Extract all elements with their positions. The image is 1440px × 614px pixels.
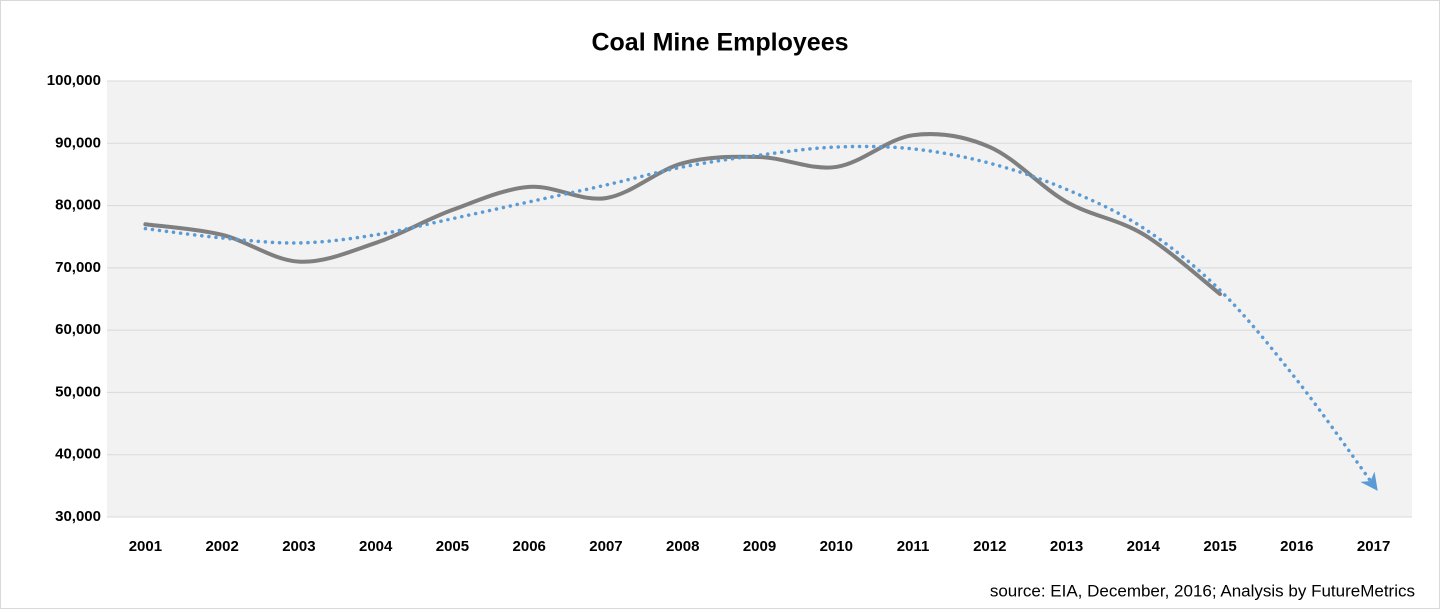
- x-tick-label: 2002: [205, 538, 238, 555]
- y-tick-label: 90,000: [55, 134, 101, 151]
- x-tick-label: 2008: [666, 538, 699, 555]
- x-tick-label: 2006: [513, 538, 546, 555]
- y-tick-label: 60,000: [55, 321, 101, 338]
- x-tick-label: 2011: [897, 538, 930, 555]
- x-tick-label: 2007: [589, 538, 622, 555]
- x-tick-label: 2009: [743, 538, 776, 555]
- y-tick-label: 50,000: [55, 383, 101, 400]
- x-tick-label: 2010: [820, 538, 853, 555]
- x-tick-label: 2005: [436, 538, 469, 555]
- x-tick-label: 2014: [1127, 538, 1161, 555]
- source-note: source: EIA, December, 2016; Analysis by…: [990, 581, 1415, 600]
- x-tick-label: 2001: [129, 538, 162, 555]
- x-tick-label: 2012: [973, 538, 1006, 555]
- x-tick-label: 2013: [1050, 538, 1083, 555]
- x-tick-label: 2016: [1280, 538, 1313, 555]
- trend-line: [143, 144, 1378, 491]
- x-tick-label: 2003: [282, 538, 315, 555]
- y-tick-label: 30,000: [55, 508, 101, 525]
- x-tick-label: 2015: [1203, 538, 1236, 555]
- y-tick-label: 40,000: [55, 446, 101, 463]
- x-tick-label: 2004: [359, 538, 393, 555]
- y-tick-label: 80,000: [55, 197, 101, 214]
- chart-title: Coal Mine Employees: [591, 29, 848, 57]
- y-tick-label: 70,000: [55, 259, 101, 276]
- y-tick-label: 100,000: [47, 72, 101, 89]
- plot-area: [107, 81, 1412, 517]
- x-tick-label: 2017: [1357, 538, 1390, 555]
- data-line: [143, 132, 1223, 297]
